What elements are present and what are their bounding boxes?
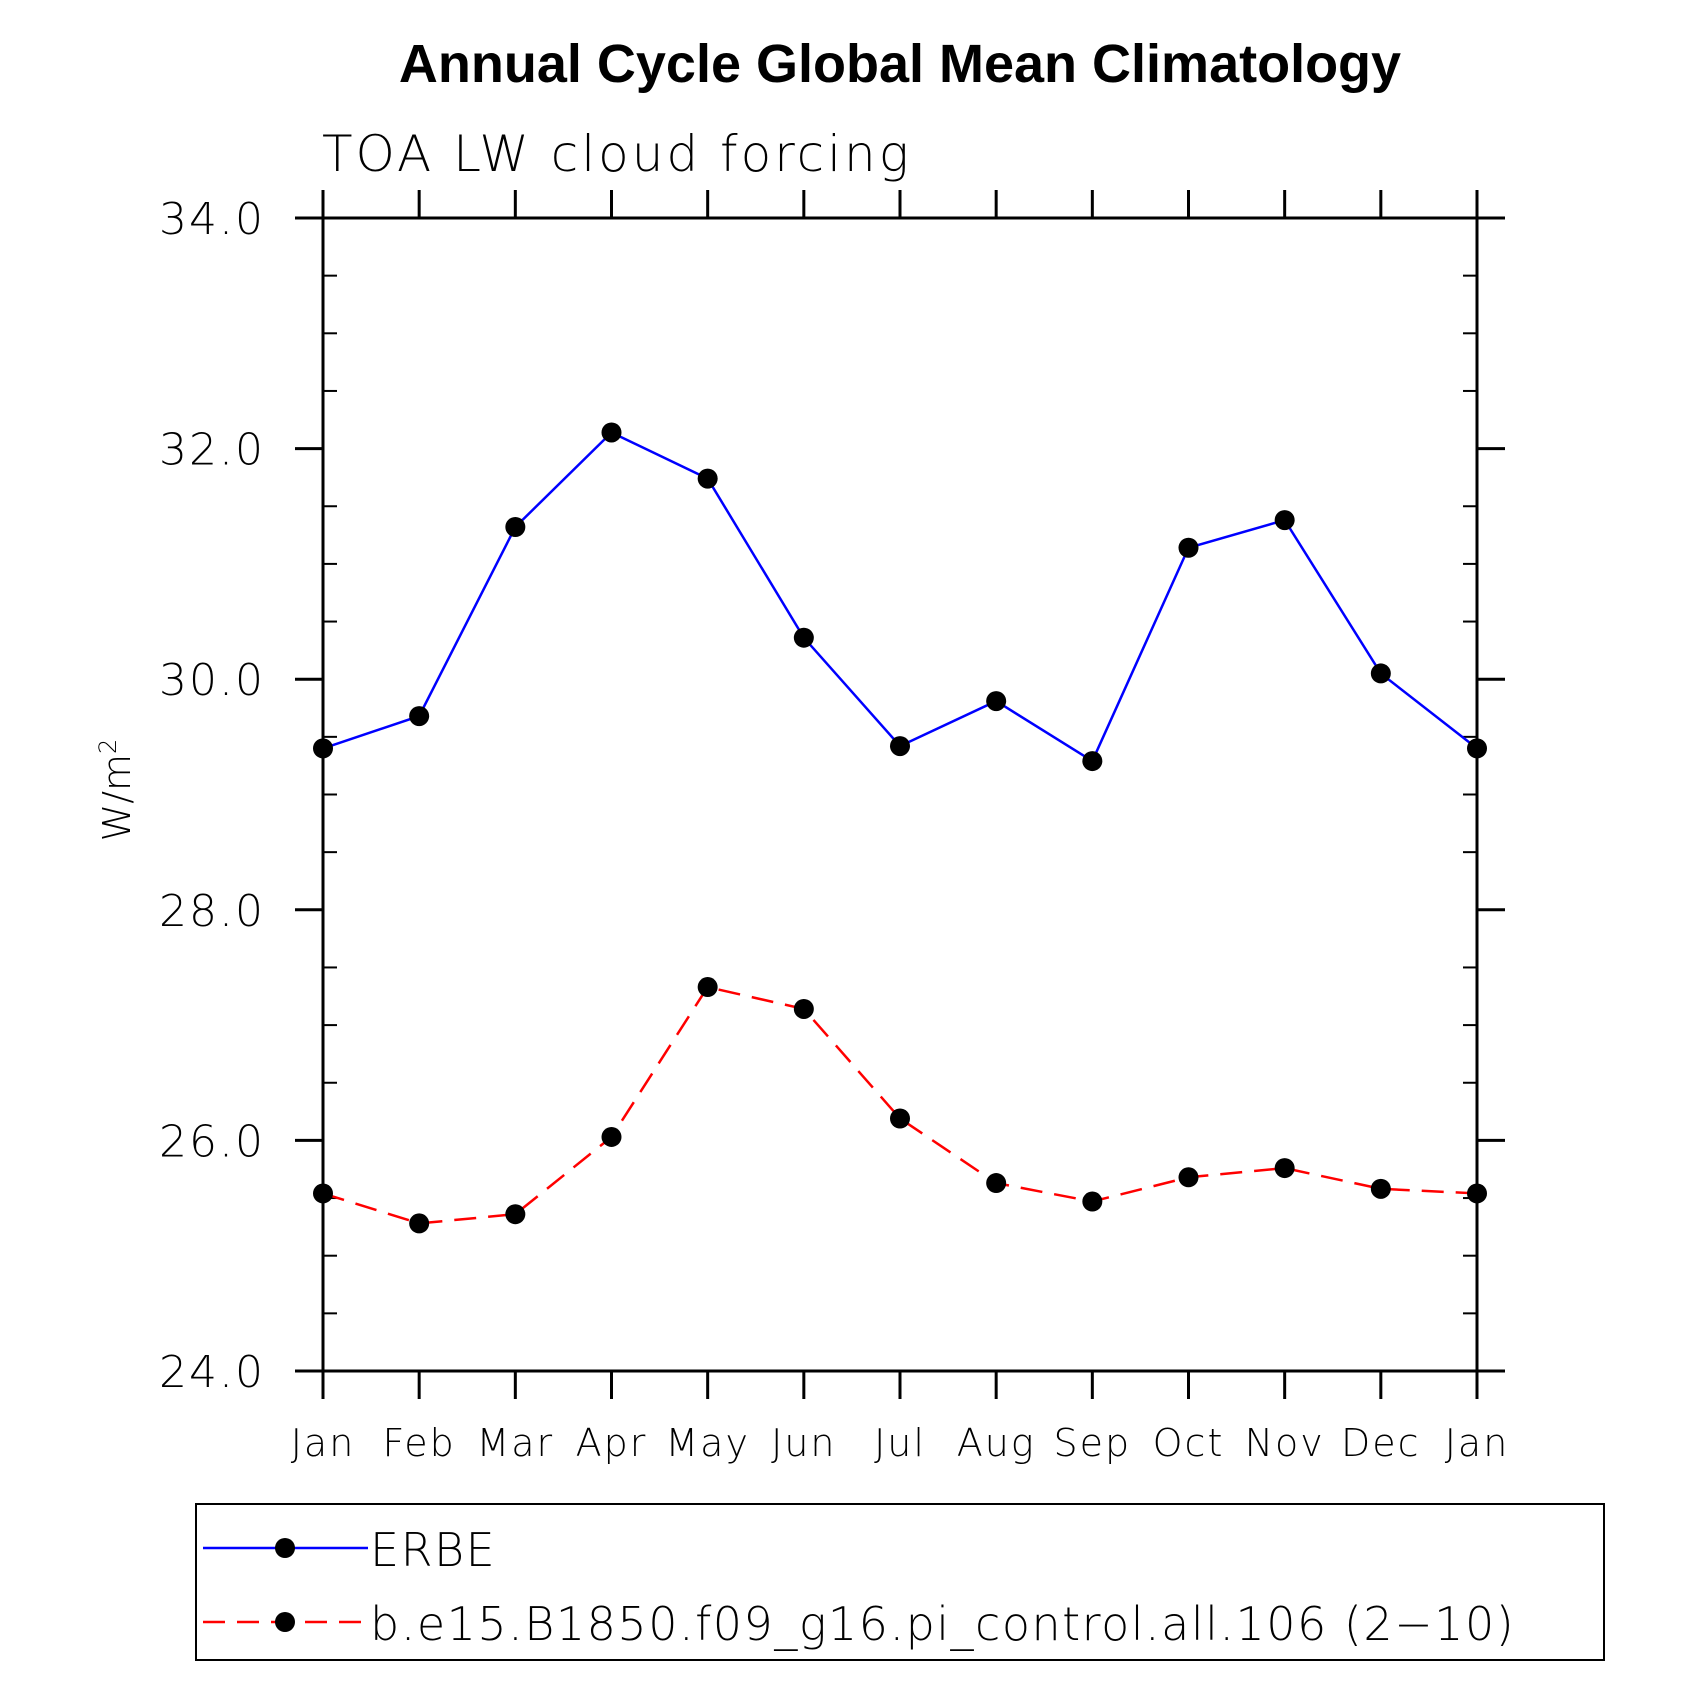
- data-point: [697, 468, 718, 489]
- data-point: [409, 1213, 430, 1234]
- data-point: [313, 738, 333, 759]
- legend-marker: [275, 1612, 295, 1632]
- series-line: [322, 430, 1478, 763]
- y-axis-label: W/m2: [94, 739, 139, 842]
- y-tick-label: 34.0: [159, 194, 265, 245]
- data-point: [1082, 1191, 1103, 1212]
- legend-label: b.e15.B1850.f09_g16.pi_control.all.106 (…: [370, 1597, 1515, 1651]
- data-point: [890, 736, 910, 757]
- x-tick-label: Apr: [576, 1421, 648, 1465]
- y-axis-label-text: W/m: [95, 754, 139, 841]
- y-tick-label: 32.0: [159, 425, 265, 476]
- data-point: [1274, 1158, 1295, 1179]
- y-tick-label: 30.0: [159, 655, 265, 706]
- x-tick-label: Nov: [1245, 1421, 1325, 1465]
- legend-marker: [275, 1538, 295, 1558]
- data-point: [601, 1126, 622, 1147]
- data-point: [313, 1183, 333, 1204]
- data-point: [409, 706, 430, 727]
- data-point: [1370, 1178, 1391, 1199]
- legend: ERBE b.e15.B1850.f09_g16.pi_control.all.1…: [203, 1523, 1515, 1651]
- legend-label: ERBE: [370, 1523, 496, 1577]
- y-tick-label: 24.0: [159, 1347, 265, 1398]
- x-tick-labels: Jan Feb Mar Apr May Jun Jul Aug Sep Oct Nov Dec Jan: [291, 1421, 1510, 1465]
- data-point: [601, 422, 622, 443]
- x-tick-label: Dec: [1341, 1421, 1421, 1465]
- data-point: [986, 1173, 1007, 1194]
- y-tick-label: 28.0: [159, 886, 265, 937]
- data-point: [1178, 537, 1199, 558]
- axis-ticks: [295, 190, 1505, 1399]
- x-tick-label: Oct: [1153, 1421, 1225, 1465]
- chart-title: Annual Cycle Global Mean Climatology: [399, 34, 1401, 94]
- x-tick-label: Sep: [1054, 1421, 1132, 1465]
- chart-subtitle: TOA LW cloud forcing: [322, 125, 912, 183]
- data-point: [793, 627, 814, 648]
- x-tick-label: Feb: [383, 1421, 456, 1465]
- data-point: [1274, 510, 1295, 531]
- x-tick-label: Jan: [1445, 1421, 1510, 1465]
- x-tick-label: Jun: [771, 1421, 836, 1465]
- y-axis-label-superscript: 2: [94, 739, 122, 754]
- x-tick-label: Jul: [874, 1421, 926, 1465]
- data-point: [1370, 663, 1391, 684]
- legend-box: [195, 1503, 1605, 1661]
- y-tick-labels: 24.0 26.0 28.0 30.0 32.0 34.0: [159, 194, 265, 1398]
- series-layer: [313, 422, 1487, 1234]
- data-point: [697, 977, 718, 998]
- series-line: [322, 985, 1478, 1225]
- svg-text:W/m2: W/m2: [94, 739, 139, 842]
- data-point: [1467, 1183, 1487, 1204]
- data-point: [986, 691, 1007, 712]
- plot-frame: [321, 216, 1479, 1373]
- x-tick-label: Aug: [957, 1421, 1036, 1465]
- data-point: [1178, 1167, 1199, 1188]
- data-point: [505, 517, 526, 538]
- x-tick-label: Mar: [476, 1421, 554, 1465]
- data-point: [1082, 751, 1103, 772]
- data-point: [793, 998, 814, 1019]
- data-point: [505, 1204, 526, 1225]
- data-point: [1467, 738, 1487, 759]
- data-point: [890, 1108, 910, 1129]
- x-tick-label: Jan: [291, 1421, 356, 1465]
- x-tick-label: May: [665, 1421, 750, 1465]
- y-tick-label: 26.0: [159, 1116, 265, 1167]
